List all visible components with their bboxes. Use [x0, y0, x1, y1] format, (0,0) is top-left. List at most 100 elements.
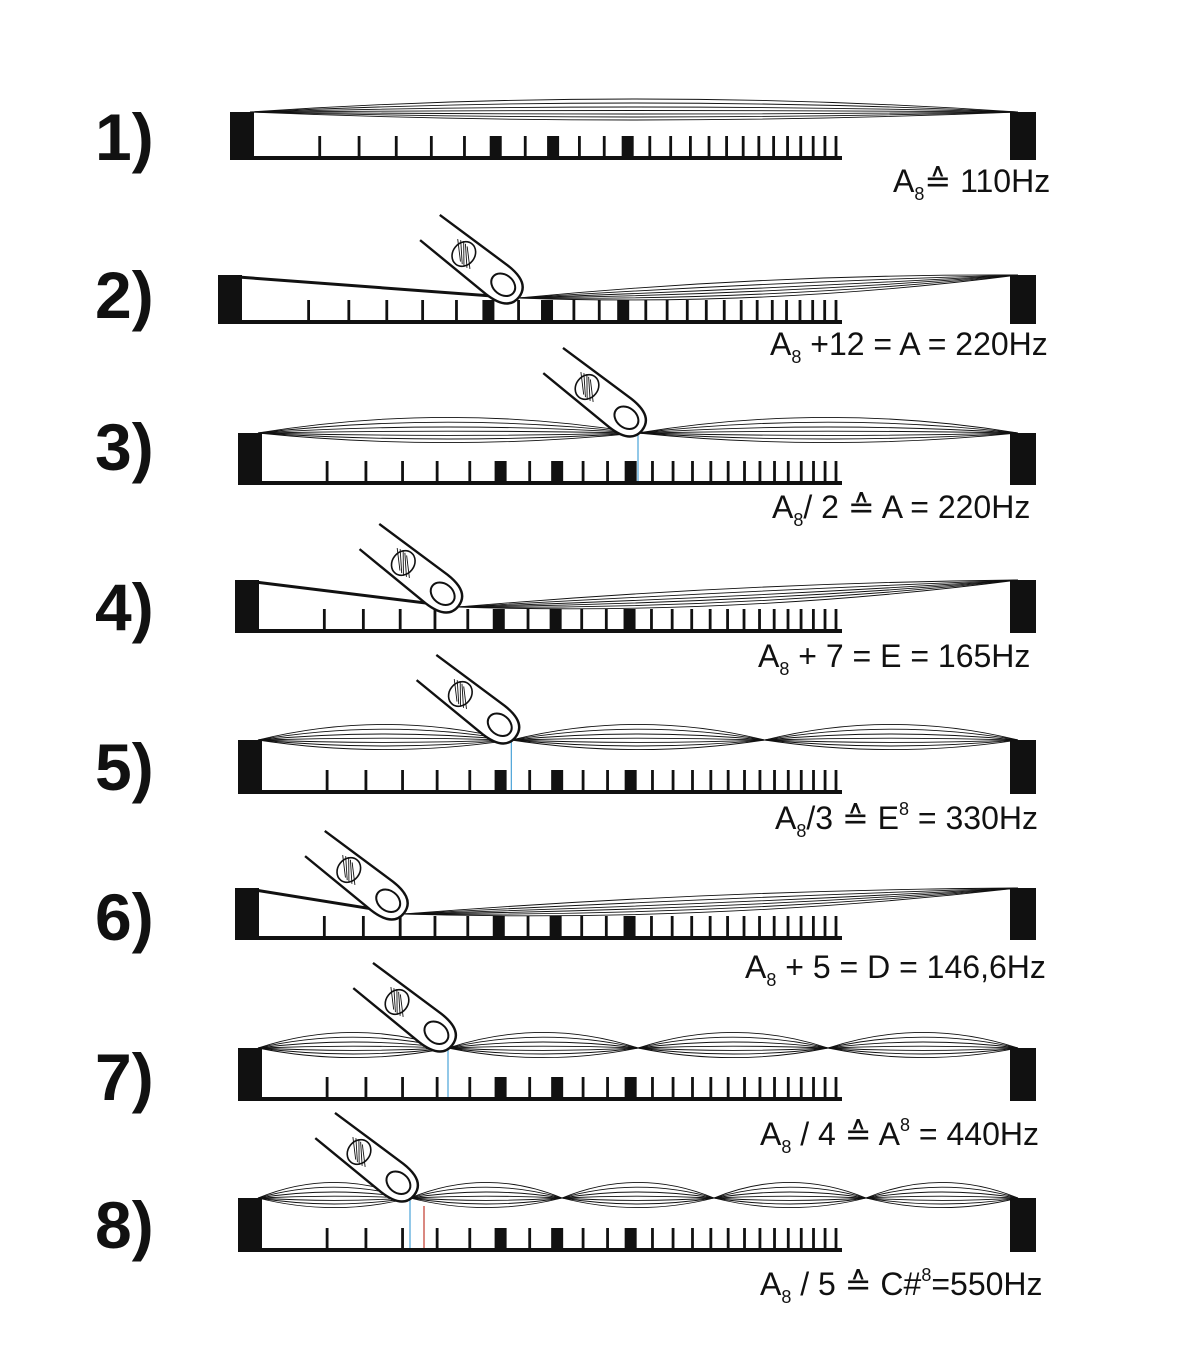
vibrating-strings [403, 887, 1019, 917]
fingerprint-line [349, 859, 353, 884]
fingerprint-line [404, 552, 407, 577]
label-part: =550Hz [931, 1266, 1042, 1302]
fret [691, 1077, 694, 1099]
label-part: A [772, 489, 794, 525]
fret [823, 1228, 827, 1250]
fret [823, 770, 827, 792]
string-mode [561, 1197, 715, 1205]
fret [722, 300, 726, 322]
fret [799, 461, 803, 483]
left-nut [238, 1198, 262, 1252]
fret-inlay [494, 1077, 507, 1099]
label-part: / 4 ≙ A [791, 1116, 900, 1152]
fingernail [385, 1170, 412, 1196]
fret [786, 1077, 790, 1099]
string-mode [458, 579, 1019, 608]
fret [421, 300, 425, 322]
fret [786, 770, 790, 792]
fret [834, 1228, 838, 1250]
fingerprint-line [586, 374, 588, 400]
fret [773, 1228, 776, 1250]
fret [401, 1228, 404, 1250]
fingerprint-line [352, 1137, 357, 1160]
fingerprint-line [396, 989, 398, 1015]
string-mode [257, 1045, 449, 1049]
right-bridge [1010, 580, 1036, 633]
fingerprint-line [402, 550, 404, 576]
fret [361, 609, 365, 631]
vibrating-strings [257, 416, 1019, 444]
fingerprint-line [360, 1141, 363, 1166]
string-mode [257, 430, 639, 434]
fret [468, 770, 472, 792]
fret [597, 300, 601, 322]
fret [578, 136, 581, 158]
string-mode [637, 1047, 829, 1059]
fret [741, 136, 745, 158]
finger-outline [352, 961, 458, 1053]
fret [572, 300, 576, 322]
string-mode [403, 887, 1019, 915]
vibrating-strings [257, 1182, 1019, 1208]
fret [758, 461, 762, 483]
fret [823, 300, 827, 322]
frequency-label: A8 / 5 ≙ C#8=550Hz [760, 1265, 1043, 1307]
fingerprint-line [461, 683, 464, 708]
fret [398, 916, 402, 938]
fret [786, 461, 790, 483]
fret-inlay [551, 461, 564, 483]
fret [581, 1077, 585, 1099]
fret [581, 1228, 585, 1250]
string-mode [458, 579, 1019, 608]
string-mode [637, 1045, 829, 1049]
string-mode [257, 421, 639, 434]
fret [743, 1228, 746, 1250]
fret [644, 300, 648, 322]
label-part: / 2 ≙ A = 220Hz [803, 489, 1030, 525]
fret [742, 916, 746, 938]
fret [528, 461, 532, 483]
fret [811, 609, 815, 631]
fret [463, 136, 466, 158]
frequency-label: A8 + 5 = D = 146,6Hz [745, 949, 1046, 990]
fret [364, 770, 368, 792]
fingerprint-icon [390, 548, 416, 578]
string-mode [518, 274, 1019, 299]
string-mode [257, 432, 639, 444]
row-3: 3)A8/ 2 ≙ A = 220Hz [95, 346, 1036, 530]
fret [669, 136, 673, 158]
label-part: A [758, 638, 780, 674]
fret [786, 609, 790, 631]
fret [690, 609, 694, 631]
row-5: 5)A8/3 ≙ E8 = 330Hz [95, 653, 1038, 841]
fret [468, 1228, 472, 1250]
fret [709, 461, 713, 483]
fingerprint-line [580, 372, 585, 395]
frequency-label: A8≙ 110Hz [893, 163, 1050, 204]
fret-inlay [482, 300, 495, 322]
string-mode [257, 733, 512, 741]
fret [581, 461, 585, 483]
fret [322, 609, 326, 631]
fret [757, 136, 761, 158]
fingerprint-line [453, 679, 458, 702]
string-mode [447, 1047, 639, 1059]
string-mode [249, 111, 1019, 121]
fret [466, 609, 470, 631]
string-mode [249, 110, 1019, 113]
string-mode [865, 1197, 1019, 1208]
fret [435, 461, 439, 483]
fret [581, 770, 585, 792]
fingerprint-line [588, 376, 591, 401]
string-mode [403, 887, 1019, 915]
label-part: 8 [899, 799, 909, 819]
row-number: 2) [95, 258, 154, 332]
fret [689, 136, 692, 158]
row-number: 8) [95, 1188, 154, 1262]
left-nut [238, 1048, 262, 1101]
fret [528, 1228, 532, 1250]
right-bridge [1010, 740, 1036, 794]
string-mode [511, 724, 765, 741]
frequency-label: A8/3 ≙ E8 = 330Hz [775, 799, 1038, 841]
string-mode [458, 579, 1019, 608]
